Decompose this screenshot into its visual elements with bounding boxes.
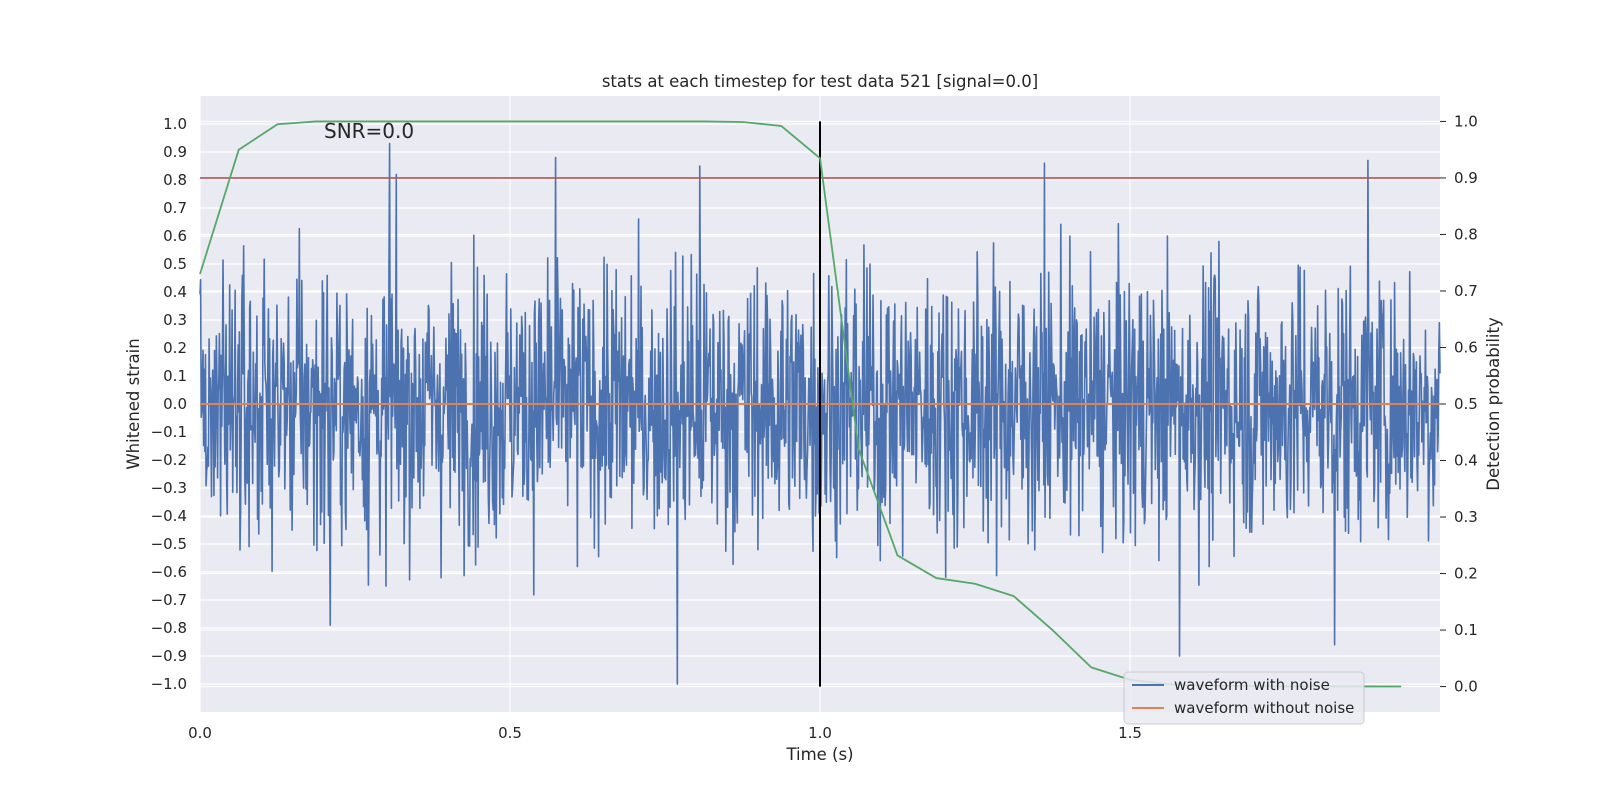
y-axis-label: Whitened strain — [124, 338, 143, 469]
x-tick-label: 1.5 — [1118, 724, 1142, 742]
snr-annotation: SNR=0.0 — [324, 119, 414, 143]
x-tick-label: 0.0 — [188, 724, 212, 742]
y2-tick-label: 0.8 — [1454, 225, 1478, 243]
y-tick-label: −0.4 — [151, 507, 187, 525]
y-tick-label: 0.9 — [163, 143, 187, 161]
y2-tick-label: 0.4 — [1454, 452, 1478, 470]
y2-tick-label: 0.2 — [1454, 565, 1478, 583]
x-tick-label: 1.0 — [808, 724, 832, 742]
legend-box — [1123, 671, 1365, 725]
y-tick-label: 0.5 — [163, 255, 187, 273]
y-tick-label: −0.2 — [151, 451, 187, 469]
y2-tick-label: 1.0 — [1454, 112, 1478, 130]
y-tick-label: 0.2 — [163, 339, 187, 357]
y-axis-right: 1.0 0.9 0.8 0.7 0.6 0.5 0.4 0.3 0.2 0.1 0.0 — [1440, 112, 1478, 696]
x-tick-label: 0.5 — [498, 724, 522, 742]
y2-tick-label: 0.1 — [1454, 621, 1478, 639]
y2-axis-label: Detection probability — [1484, 317, 1503, 491]
y2-tick-label: 0.3 — [1454, 508, 1478, 526]
legend: waveform with noise waveform without noi… — [1123, 671, 1365, 725]
y2-tick-label: 0.0 — [1454, 678, 1478, 696]
y-tick-label: 0.0 — [163, 395, 187, 413]
y2-tick-label: 0.7 — [1454, 282, 1478, 300]
y-tick-label: 0.3 — [163, 311, 187, 329]
y-tick-label: 0.8 — [163, 171, 187, 189]
y-tick-label: −0.5 — [151, 535, 187, 553]
y2-tick-label: 0.9 — [1454, 169, 1478, 187]
y-tick-label: −0.6 — [151, 563, 187, 581]
legend-label-noisy: waveform with noise — [1174, 676, 1330, 694]
y-tick-label: −0.1 — [151, 423, 187, 441]
y-tick-label: 0.6 — [163, 227, 187, 245]
y-tick-label: −0.7 — [151, 591, 187, 609]
y-tick-label: −0.3 — [151, 479, 187, 497]
y-tick-label: −1.0 — [151, 675, 187, 693]
chart-title: stats at each timestep for test data 521… — [602, 72, 1038, 91]
y-tick-label: −0.9 — [151, 647, 187, 665]
y-tick-label: 0.1 — [163, 367, 187, 385]
y-tick-label: 1.0 — [163, 115, 187, 133]
y-tick-label: −0.8 — [151, 619, 187, 637]
y2-tick-label: 0.5 — [1454, 395, 1478, 413]
y-tick-label: 0.7 — [163, 199, 187, 217]
x-axis: 0.0 0.5 1.0 1.5 — [188, 724, 1142, 742]
x-axis-label: Time (s) — [785, 745, 853, 764]
y2-tick-label: 0.6 — [1454, 338, 1478, 356]
y-tick-label: 0.4 — [163, 283, 187, 301]
y-axis-left: 1.0 0.9 0.8 0.7 0.6 0.5 0.4 0.3 0.2 0.1 0.0 −0.1 −0.… — [151, 115, 187, 693]
legend-label-clean: waveform without noise — [1174, 699, 1354, 717]
